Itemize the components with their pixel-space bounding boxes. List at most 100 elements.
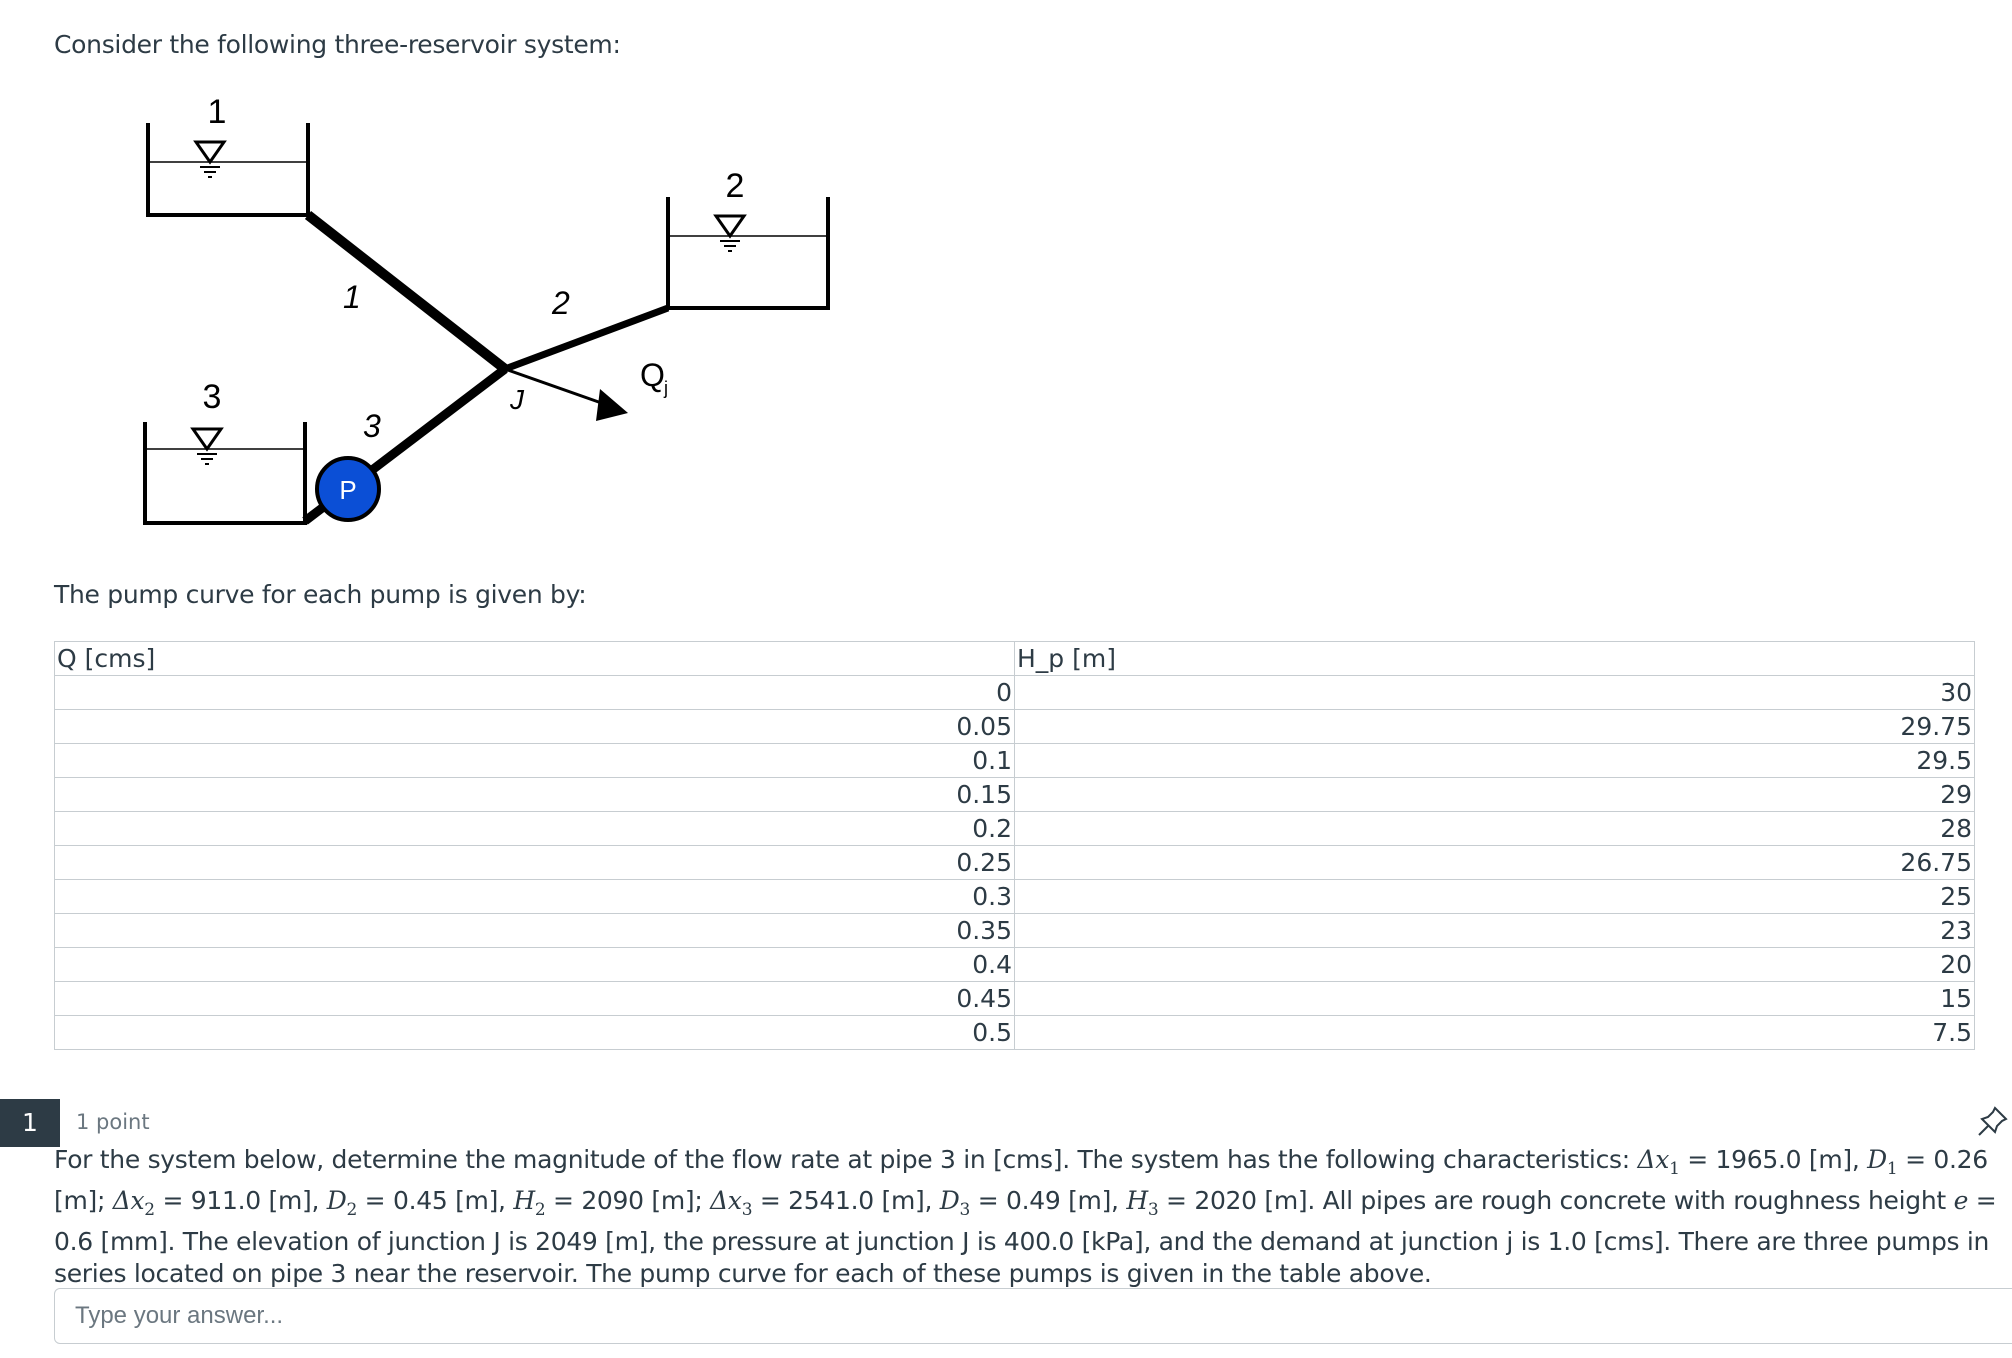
table-row: 0.25 26.75 [54,845,1975,880]
water-level-icon [190,427,224,465]
cell-hp: 29 [1014,777,1975,812]
cell-q: 0.1 [54,743,1015,778]
pipe-label-2: 2 [551,285,570,321]
math-symbol-subscript: 1 [1886,1159,1898,1179]
table-row: 0.2 28 [54,811,1975,846]
cell-q: 0.3 [54,879,1015,914]
question-text-segment: = 2020 [m]. All pipes are rough concrete… [1158,1186,1954,1215]
table-row: 0.3 25 [54,879,1975,914]
math-symbol-subscript: 2 [144,1200,155,1220]
pump-curve-table: Q [cms] H_p [m] 0 30 0.05 29.75 0.1 29.5 0.15 2… [54,641,1975,1050]
cell-hp: 7.5 [1014,1015,1975,1050]
question-text-segment: = 0.6 [mm]. The elevation of junction J … [54,1186,1997,1288]
junction-label: J [509,384,525,415]
pipe-2 [503,304,670,373]
reservoir-3: 3 [143,378,307,525]
math-symbol-base: Δx [1637,1145,1670,1174]
math-symbol: Δx1 [1637,1145,1680,1179]
answer-input[interactable] [54,1288,2012,1344]
math-symbol-subscript: 3 [1147,1200,1159,1220]
cell-q: 0.15 [54,777,1015,812]
cell-hp: 30 [1014,675,1975,710]
header-hp: H_p [m] [1014,641,1975,676]
math-symbol: H2 [513,1186,545,1220]
pump-curve-caption: The pump curve for each pump is given by… [54,580,587,609]
table-row: 0.4 20 [54,947,1975,982]
header-q: Q [cms] [54,641,1015,676]
question-text-segment: = 911.0 [m], [154,1186,327,1215]
math-symbol: D2 [326,1186,358,1220]
math-symbol-subscript: 3 [959,1200,971,1220]
demand-label: Q [640,357,665,393]
cell-q: 0.45 [54,981,1015,1016]
math-symbol-base: D [939,1186,960,1215]
question-text-segment: = 0.26 [m]; [54,1145,1988,1215]
question-number: 1 [0,1099,60,1147]
math-symbol-base: Δx [112,1186,145,1215]
question-text-segment: = 0.45 [m], [357,1186,514,1215]
cell-q: 0.25 [54,845,1015,880]
question-text-segment: = 2090 [m]; [545,1186,711,1215]
math-symbol-subscript: 2 [346,1200,358,1220]
math-symbol: D3 [939,1186,971,1220]
demand-arrow [504,367,628,421]
cell-hp: 20 [1014,947,1975,982]
water-level-icon [193,140,227,178]
pipe-1 [304,211,509,373]
question-text-segment: = 2541.0 [m], [752,1186,940,1215]
table-row: 0.45 15 [54,981,1975,1016]
cell-hp: 28 [1014,811,1975,846]
math-symbol-base: H [513,1186,535,1215]
cell-hp: 29.75 [1014,709,1975,744]
question-text-segment: = 0.49 [m], [970,1186,1127,1215]
water-level-icon [713,214,747,252]
demand-subscript: j [663,378,668,398]
cell-q: 0.35 [54,913,1015,948]
table-header-row: Q [cms] H_p [m] [54,641,1975,676]
pump-circle [315,456,381,522]
math-symbol-base: H [1126,1186,1148,1215]
cell-q: 0 [54,675,1015,710]
reservoir-label-3: 3 [203,378,222,416]
math-symbol: Δx3 [710,1186,752,1220]
table-row: 0 30 [54,675,1975,710]
math-symbol: D1 [1867,1145,1898,1179]
math-symbol-base: D [326,1186,347,1215]
table-row: 0.05 29.75 [54,709,1975,744]
reservoir-2: 2 [666,167,830,310]
math-symbol-base: Δx [710,1186,742,1215]
math-symbol-subscript: 3 [741,1200,753,1220]
cell-q: 0.5 [54,1015,1015,1050]
cell-hp: 29.5 [1014,743,1975,778]
question-text-segment: For the system below, determine the magn… [54,1145,1638,1174]
question-text: For the system below, determine the magn… [54,1144,1999,1290]
pump-icon: P [315,456,381,522]
pipe-label-1: 1 [343,279,361,315]
math-symbol: H3 [1126,1186,1158,1220]
cell-hp: 25 [1014,879,1975,914]
table-row: 0.15 29 [54,777,1975,812]
cell-hp: 15 [1014,981,1975,1016]
table-row: 0.1 29.5 [54,743,1975,778]
cell-hp: 26.75 [1014,845,1975,880]
math-symbol: e [1954,1186,1969,1215]
cell-q: 0.4 [54,947,1015,982]
reservoir-1: 1 [146,93,310,217]
pipe-label-3: 3 [363,408,381,444]
reservoir-label-2: 2 [726,167,745,205]
math-symbol-base: e [1953,1186,1969,1215]
three-reservoir-diagram: 1 2 3 P 1 2 [143,93,830,525]
math-symbol-subscript: 2 [534,1200,546,1220]
question-text-segment: = 1965.0 [m], [1679,1145,1868,1174]
math-symbol-base: D [1867,1145,1887,1174]
math-symbol-subscript: 1 [1669,1159,1680,1179]
question-points: 1 point [76,1110,150,1134]
reservoir-label-1: 1 [208,93,227,131]
table-row: 0.5 7.5 [54,1015,1975,1050]
pump-label: P [339,475,356,505]
intro-text: Consider the following three-reservoir s… [54,30,621,59]
pin-icon[interactable] [1976,1104,2010,1138]
cell-hp: 23 [1014,913,1975,948]
table-row: 0.35 23 [54,913,1975,948]
cell-q: 0.05 [54,709,1015,744]
